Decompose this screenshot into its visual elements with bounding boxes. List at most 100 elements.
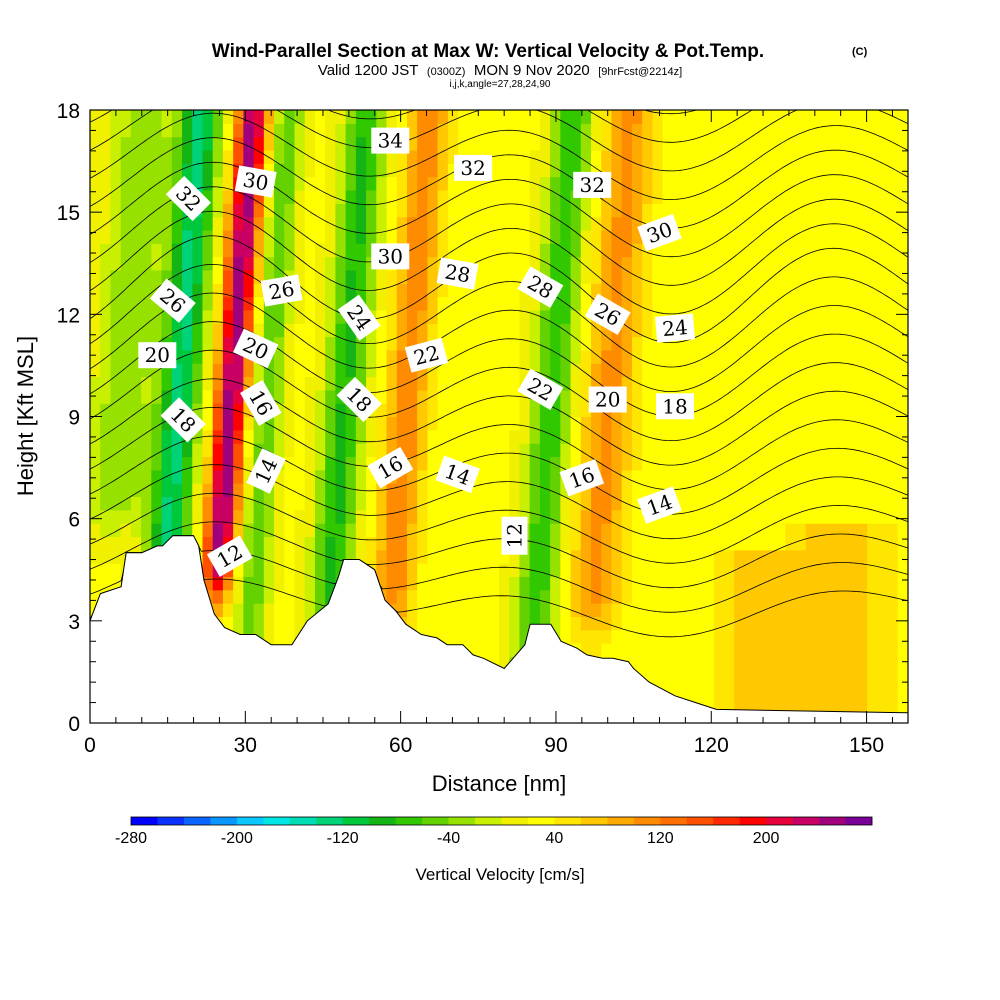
velocity-cell: [703, 643, 715, 657]
velocity-cell: [897, 496, 908, 511]
velocity-cell: [826, 296, 838, 311]
velocity-cell: [826, 603, 838, 617]
velocity-cell: [601, 323, 613, 338]
velocity-cell: [539, 136, 551, 151]
velocity-cell: [652, 189, 664, 204]
velocity-cell: [621, 469, 633, 484]
velocity-cell: [734, 616, 746, 631]
velocity-cell: [161, 203, 173, 218]
velocity-cell: [591, 283, 602, 298]
velocity-cell: [386, 563, 398, 578]
velocity-cell: [437, 483, 449, 498]
velocity-cell: [110, 389, 122, 404]
velocity-cell: [539, 589, 551, 604]
velocity-cell: [427, 536, 439, 551]
velocity-cell: [703, 603, 715, 617]
velocity-cell: [447, 589, 459, 604]
velocity-cell: [499, 256, 510, 271]
velocity-cell: [785, 389, 797, 404]
velocity-cell: [877, 309, 889, 324]
velocity-cell: [519, 323, 531, 338]
velocity-cell: [335, 309, 347, 324]
velocity-cell: [386, 509, 398, 524]
velocity-cell: [826, 389, 838, 404]
velocity-cell: [856, 523, 868, 538]
velocity-cell: [611, 216, 623, 231]
velocity-cell: [325, 203, 336, 218]
velocity-cell: [703, 509, 715, 524]
velocity-cell: [795, 229, 807, 244]
velocity-cell: [734, 243, 746, 258]
velocity-cell: [693, 243, 705, 258]
velocity-cell: [693, 563, 705, 578]
velocity-cell: [826, 376, 838, 391]
velocity-cell: [591, 376, 602, 391]
velocity-cell: [314, 576, 326, 591]
velocity-cell: [570, 589, 582, 604]
velocity-cell: [570, 629, 582, 644]
velocity-cell: [734, 576, 746, 591]
velocity-cell: [744, 669, 756, 684]
velocity-cell: [417, 469, 429, 484]
velocity-cell: [652, 149, 664, 164]
x-tick-label: 30: [234, 734, 257, 757]
velocity-cell: [877, 429, 889, 444]
velocity-cell: [182, 483, 193, 498]
velocity-cell: [805, 363, 817, 378]
velocity-cell: [253, 429, 265, 444]
velocity-cell: [611, 456, 623, 471]
velocity-cell: [202, 309, 214, 324]
velocity-cell: [631, 149, 643, 164]
velocity-cell: [683, 563, 694, 578]
velocity-cell: [233, 189, 244, 204]
velocity-cell: [314, 123, 326, 138]
velocity-cell: [785, 336, 797, 351]
velocity-cell: [672, 656, 684, 671]
velocity-cell: [683, 296, 694, 311]
velocity-cell: [621, 323, 633, 338]
velocity-cell: [560, 189, 572, 204]
velocity-cell: [488, 243, 500, 258]
velocity-cell: [867, 509, 878, 524]
velocity-cell: [795, 176, 807, 191]
velocity-cell: [877, 349, 889, 364]
velocity-cell: [723, 163, 735, 178]
velocity-cell: [877, 483, 889, 498]
velocity-cell: [805, 563, 817, 578]
velocity-cell: [212, 229, 224, 244]
velocity-cell: [662, 416, 674, 431]
velocity-cell: [744, 163, 756, 178]
velocity-cell: [693, 469, 705, 484]
velocity-cell: [417, 523, 429, 538]
velocity-cell: [877, 643, 889, 657]
velocity-cell: [100, 256, 112, 271]
velocity-cell: [519, 496, 531, 511]
velocity-cell: [437, 523, 449, 538]
velocity-cell: [458, 309, 469, 324]
velocity-cell: [468, 629, 480, 644]
velocity-cell: [447, 189, 459, 204]
velocity-cell: [141, 216, 152, 231]
velocity-cell: [601, 363, 613, 378]
velocity-cell: [570, 549, 582, 564]
velocity-cell: [110, 296, 122, 311]
contour-label: 32: [454, 154, 493, 181]
velocity-cell: [867, 323, 878, 338]
velocity-cell: [253, 509, 265, 524]
isentrope: [90, 378, 908, 466]
velocity-cell: [744, 283, 756, 298]
velocity-cell: [233, 616, 244, 631]
velocity-cell: [253, 243, 265, 258]
velocity-cell: [775, 416, 786, 431]
velocity-cell: [509, 483, 521, 498]
contour-label-box: [656, 393, 694, 420]
velocity-cell: [836, 509, 848, 524]
velocity-cell: [550, 363, 561, 378]
velocity-cell: [877, 696, 889, 711]
velocity-cell: [775, 363, 786, 378]
velocity-cell: [468, 216, 480, 231]
velocity-cell: [887, 643, 899, 657]
velocity-cell: [345, 429, 357, 444]
velocity-cell: [805, 683, 817, 697]
velocity-cell: [805, 216, 817, 231]
